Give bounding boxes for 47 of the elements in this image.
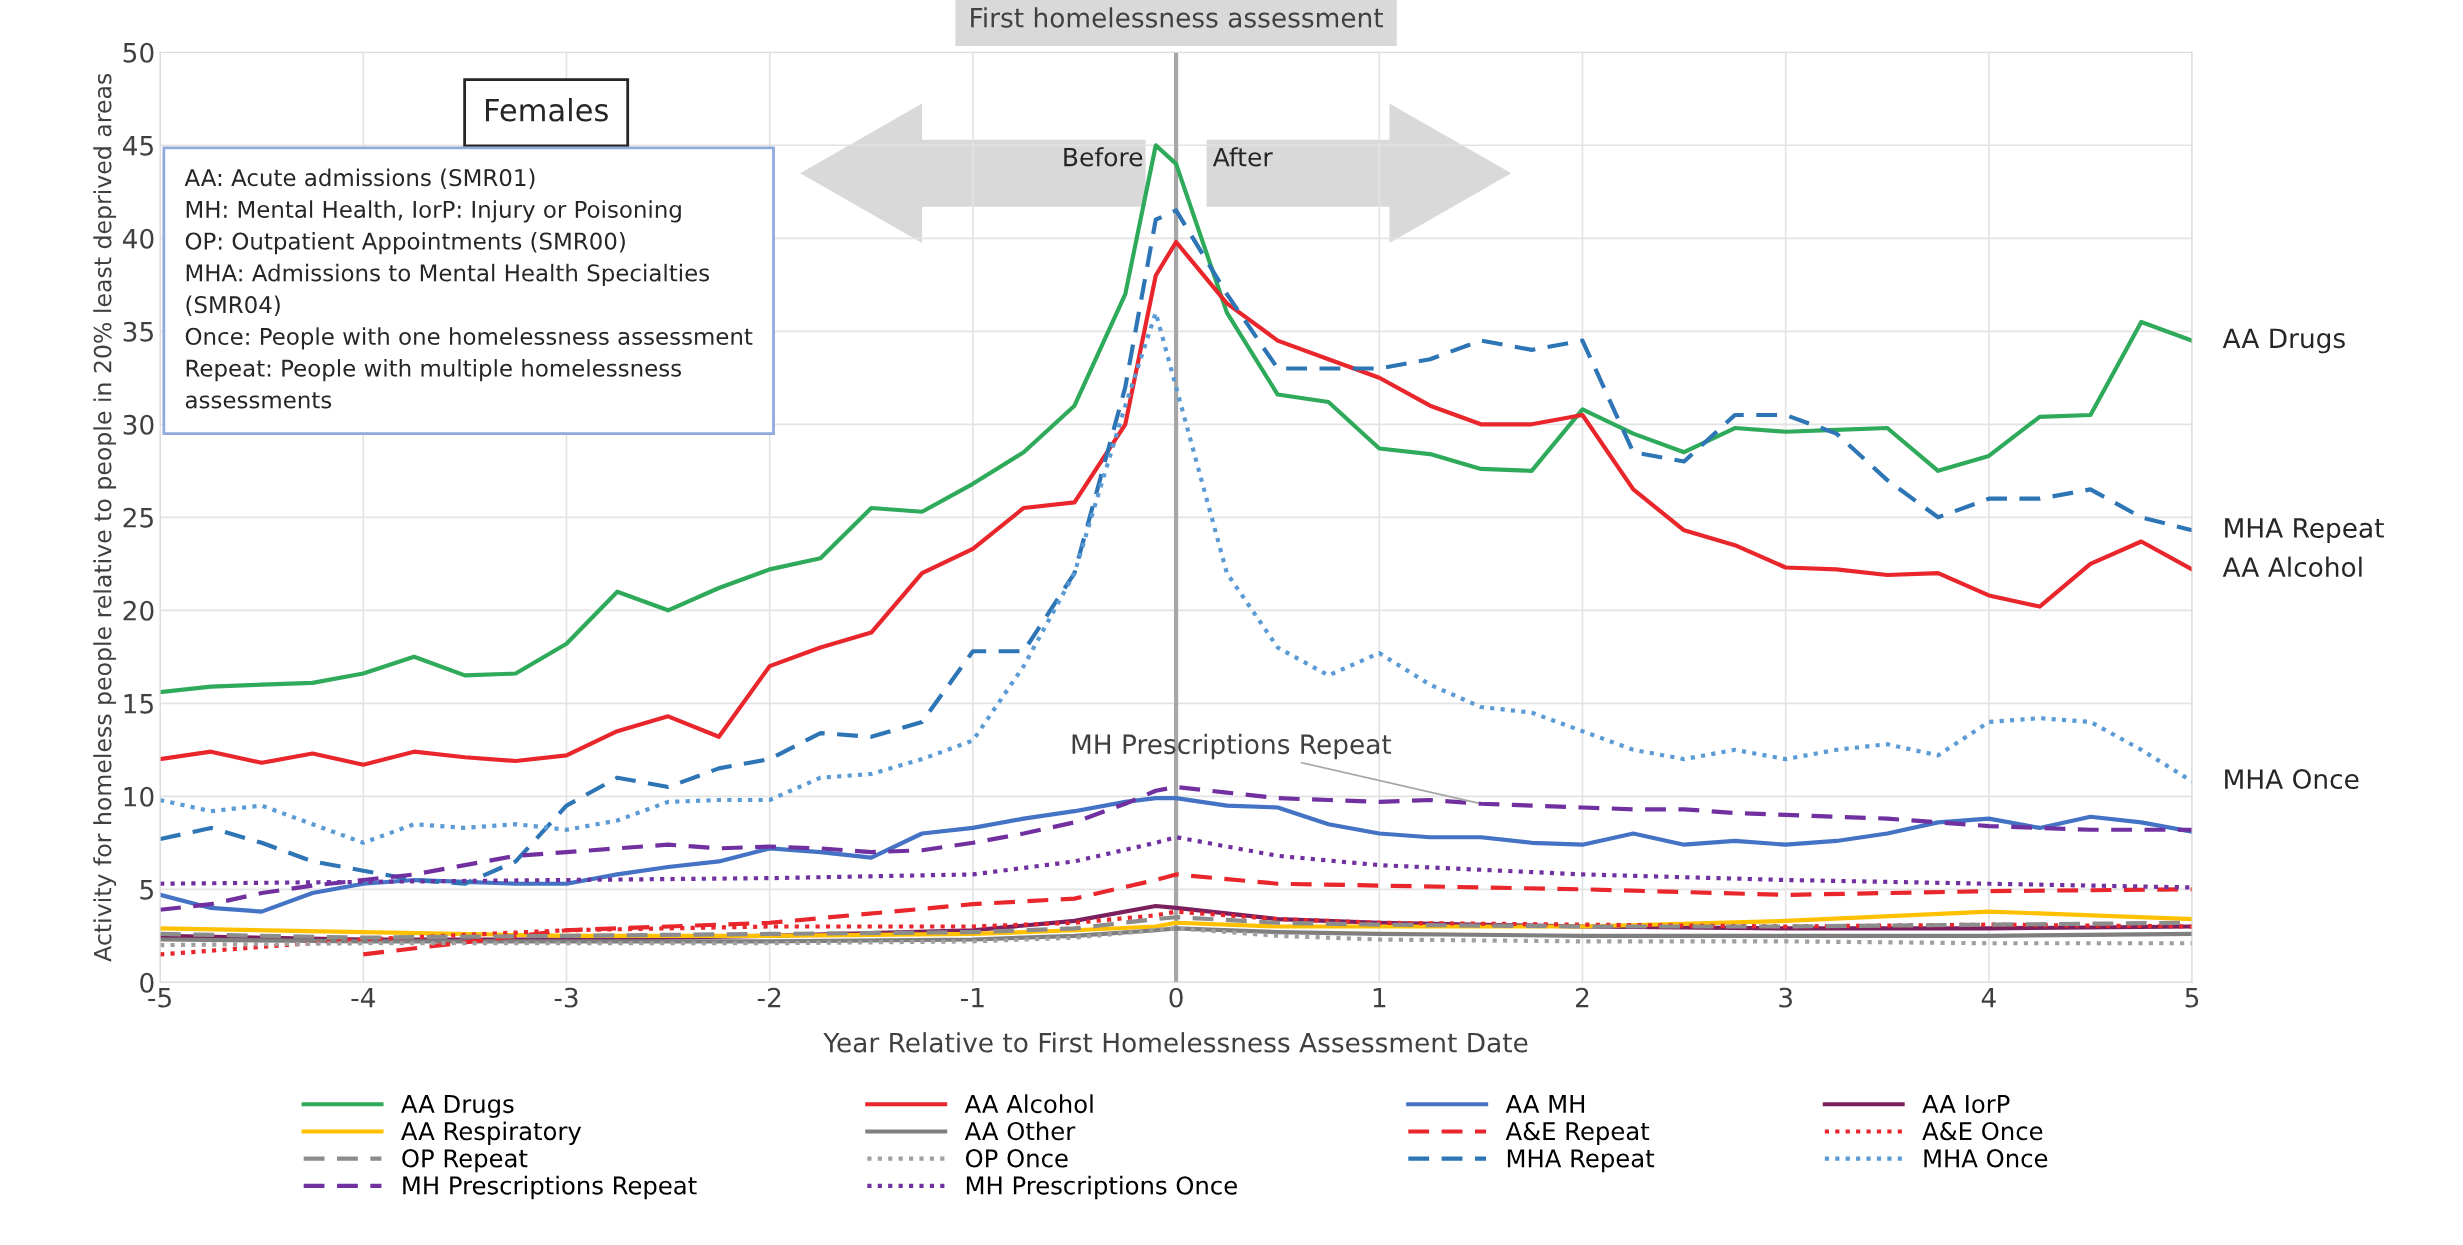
legend-label: MHA Repeat	[1507, 1149, 1655, 1173]
y-tick-label: 30	[123, 414, 154, 435]
legend-label: MH Prescriptions Once	[966, 1175, 1237, 1200]
x-tick-label: -4	[351, 987, 375, 1008]
x-tick-label: -3	[554, 987, 578, 1008]
legend-label: A&E Repeat	[1505, 1121, 1650, 1146]
x-tick-label: 4	[1981, 987, 1996, 1008]
y-tick-label: 25	[123, 507, 153, 528]
x-tick-label: 3	[1779, 987, 1792, 1008]
x-tick-label: 2	[1576, 987, 1589, 1008]
legend-label: MH Prescriptions Repeat	[403, 1175, 697, 1200]
legend-label: AA MH	[1505, 1095, 1585, 1113]
x-tick-label: 1	[1373, 987, 1386, 1008]
text: AA Drugs	[2222, 328, 2345, 354]
legend-label: AA IorP	[1922, 1095, 2010, 1114]
text: MHA Once	[2225, 769, 2359, 790]
legend-label: MHA Once	[1924, 1149, 2048, 1168]
x-tick-label: 5	[2185, 987, 2199, 1008]
y-tick-label: 20	[123, 600, 154, 621]
ref-line-label: First homelessness assessment	[971, 7, 1383, 28]
y-tick-label: 15	[124, 694, 153, 714]
annotation: After	[1212, 147, 1273, 167]
line-series	[160, 143, 2193, 695]
y-tick-label: 40	[122, 228, 154, 249]
y-tick-label: 10	[124, 786, 154, 807]
y-tick-label: 5	[140, 880, 153, 900]
y-tick-label: 35	[123, 321, 153, 342]
x-axis-title: Year Relative to First Homelessness Assessment Date	[823, 1032, 1528, 1053]
text: AA Alcohol	[2222, 556, 2362, 578]
annotation: MH Prescriptions Repeat	[1072, 733, 1392, 760]
legend-label: AA Alcohol	[964, 1094, 1093, 1114]
legend-label: A&E Once	[1922, 1121, 2043, 1141]
y-axis-title: Activity for homeless people relative to people in 20% least deprived areas	[93, 73, 117, 962]
y-tick-label: 45	[122, 136, 153, 156]
x-tick-label: 0	[1169, 987, 1183, 1008]
legend-label: AA Respiratory	[401, 1121, 582, 1146]
annotation: AA: Acute admissions (SMR01) MH: Mental Health, IorP: Injury or Poisoning OP: Outpatient Appointments (SMR00) MHA: Admissions to Mental Health Specialties (SMR04) Once: People with one homelessness assessment Repeat: People with multiple homelessness assessments	[184, 168, 753, 409]
y-tick-label: 50	[123, 42, 154, 63]
legend-label: OP Repeat	[402, 1149, 528, 1173]
x-tick-label: -1	[961, 987, 984, 1008]
legend-label: AA Other	[964, 1121, 1076, 1141]
legend-label: OP Once	[965, 1149, 1068, 1168]
legend-label: AA Drugs	[401, 1095, 514, 1118]
annotation: Females	[485, 97, 608, 122]
x-tick-label: -2	[757, 987, 781, 1008]
text: MHA Repeat	[2225, 518, 2384, 544]
annotation: Before	[1064, 147, 1143, 167]
